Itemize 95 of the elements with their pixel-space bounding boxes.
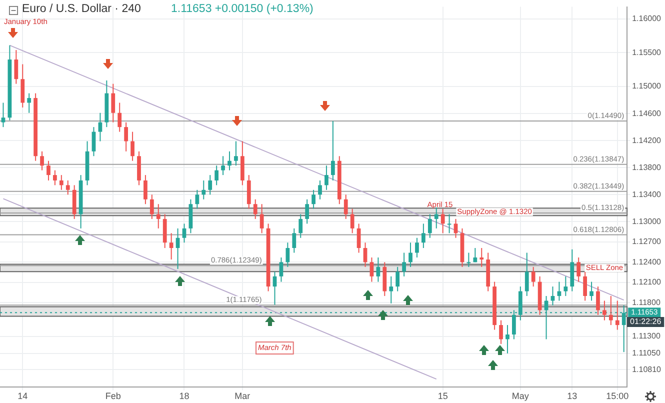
x-tick-label: 15 (438, 391, 448, 402)
candlestick (14, 50, 18, 84)
candlestick (590, 281, 594, 302)
candlestick (214, 165, 219, 186)
x-tick-label: 15:00 (606, 391, 629, 402)
candlestick (246, 174, 251, 210)
y-tick-label: 1.12400 (632, 257, 662, 266)
candlestick (428, 214, 432, 238)
candlestick (124, 122, 128, 152)
candlestick (615, 300, 620, 330)
candlestick (228, 150, 232, 171)
candlestick (440, 208, 445, 234)
candlestick (408, 242, 412, 268)
candlestick (524, 252, 529, 296)
y-tick-label: 1.14600 (632, 108, 662, 118)
candlestick (396, 266, 400, 292)
candlestick (98, 112, 102, 142)
candlestick (156, 204, 160, 229)
candlestick (53, 170, 57, 186)
candlestick (324, 165, 328, 190)
text: 01:22:26 (630, 317, 662, 326)
y-tick-label: 1.14200 (632, 136, 662, 145)
candlestick (330, 120, 335, 181)
candlestick (376, 256, 380, 282)
y-tick-label: 1.10810 (632, 364, 662, 374)
candlestick (576, 256, 581, 282)
candlestick (608, 295, 613, 326)
candlestick (506, 324, 510, 354)
x-tick-label: May (512, 391, 530, 402)
candlestick (279, 256, 284, 282)
candlestick (344, 194, 348, 220)
candlestick (169, 232, 174, 260)
candlestick (389, 276, 394, 304)
y-tick-label: 1.15000 (632, 82, 662, 91)
candlestick (195, 189, 200, 210)
chart-subtitle: 1.11653 +0.00150 (+0.13%) (171, 3, 314, 15)
candlestick (182, 223, 186, 244)
candlestick (40, 150, 44, 171)
candlestick (260, 204, 264, 234)
x-tick-label: 13 (567, 391, 578, 402)
candlestick (499, 320, 503, 344)
candlestick (234, 140, 238, 166)
y-tick-label: 1.12100 (632, 278, 662, 287)
candlestick (221, 156, 225, 176)
candlestick (480, 248, 484, 268)
y-tick-label: 1.13400 (632, 190, 662, 199)
y-tick-label: 1.12700 (632, 237, 662, 246)
candlestick (415, 237, 419, 258)
candlestick (305, 198, 310, 224)
candlestick (118, 102, 122, 132)
candlestick (130, 131, 134, 162)
candlestick (253, 198, 258, 220)
y-tick-label: 1.16000 (632, 14, 662, 24)
candlestick (318, 180, 322, 200)
candlestick (402, 252, 406, 277)
y-tick-label: 1.11300 (632, 332, 661, 341)
candlestick (564, 276, 568, 296)
candlestick (162, 214, 167, 249)
candlestick (531, 266, 536, 288)
candlestick (46, 160, 50, 181)
candlestick (150, 194, 154, 220)
x-tick-label: 18 (179, 391, 190, 402)
y-tick-label: 1.11800 (632, 298, 661, 307)
candlestick (602, 300, 606, 321)
candlestick (583, 271, 587, 302)
candlestick (286, 242, 290, 268)
candlestick (202, 180, 206, 200)
candlestick (144, 174, 148, 205)
candlestick (422, 223, 426, 249)
candlestick (208, 174, 212, 196)
candlestick (20, 64, 25, 108)
candlestick (473, 248, 478, 263)
x-tick-label: 14 (18, 391, 28, 402)
candlestick (298, 214, 303, 238)
candlestick (434, 206, 438, 229)
candlestick (350, 208, 354, 234)
x-tick-label: Mar (234, 391, 250, 402)
candlestick (596, 286, 600, 316)
candlestick (59, 174, 64, 190)
y-tick-label: 1.13800 (632, 162, 662, 172)
candlestick (111, 83, 116, 123)
chart-title: Euro / U.S. Dollar · 240 (22, 3, 141, 15)
candlestick (370, 256, 374, 282)
y-tick-label: 1.11050 (632, 348, 661, 358)
candlestick (312, 189, 316, 210)
candlestick (92, 126, 96, 157)
y-tick-label: 1.15500 (632, 48, 662, 57)
x-tick-label: Feb (105, 391, 121, 402)
y-tick-label: 1.13000 (632, 216, 662, 226)
candlestick (27, 92, 32, 114)
candlestick (454, 218, 458, 238)
candlestick (66, 180, 70, 196)
candlestick (1, 102, 6, 128)
candlestick (356, 223, 361, 254)
candlestick (292, 228, 296, 254)
